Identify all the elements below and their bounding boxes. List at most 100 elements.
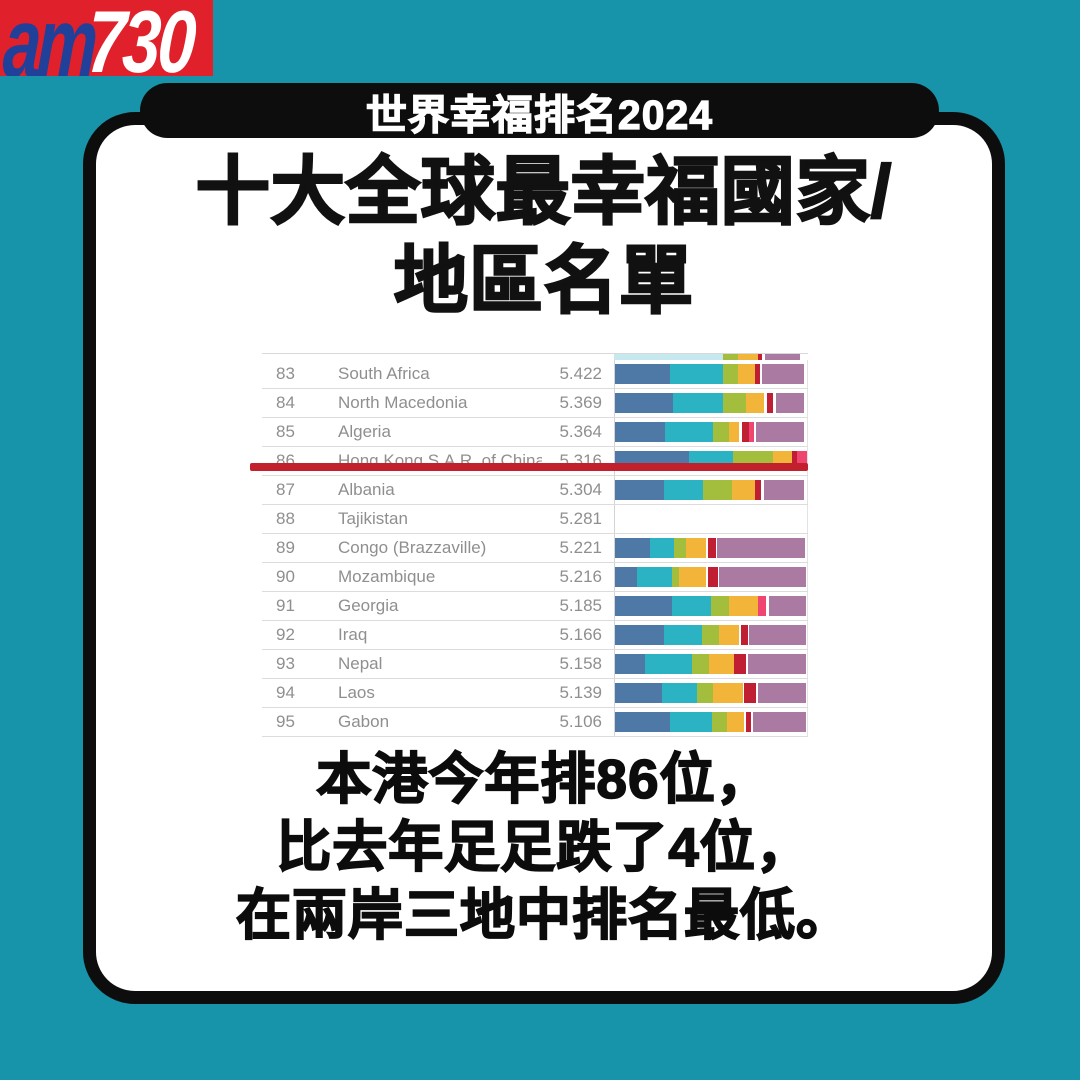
score-stacked-bar: [615, 683, 807, 703]
score-bar-cell: [614, 389, 808, 417]
score-cell: 5.364: [559, 422, 602, 441]
bar-segment-teal: [669, 712, 712, 732]
am730-logo-am-text: am: [1, 0, 97, 76]
rank-cell: 93: [276, 654, 295, 673]
bar-segment-pink: [796, 451, 807, 471]
bar-segment-green: [701, 625, 720, 645]
bar-segment-blue: [615, 625, 664, 645]
bar-segment-pink: [749, 422, 755, 442]
score-cell: 5.139: [559, 683, 602, 702]
page-title: 十大全球最幸福國家/ 地區名單: [96, 148, 992, 326]
country-cell: Mozambique: [338, 567, 436, 586]
bar-segment-blue: [615, 480, 664, 500]
rank-cell: 83: [276, 364, 295, 383]
bar-segment-blue: [615, 596, 672, 616]
score-bar-cell: [614, 592, 808, 620]
score-bar-cell: [614, 650, 808, 678]
bar-segment-green: [691, 654, 710, 674]
score-bar-cell: [614, 418, 808, 446]
score-stacked-bar: [615, 567, 807, 587]
bar-segment-yellow: [678, 567, 707, 587]
hong-kong-highlight-underline: [250, 463, 808, 471]
country-cell: Gabon: [338, 712, 390, 731]
summary-line3: 在兩岸三地中排名最低。: [235, 884, 852, 948]
bar-segment-green: [671, 567, 679, 587]
bar-segment-green: [702, 480, 733, 500]
bar-segment-red: [742, 422, 750, 442]
score-stacked-bar: [615, 596, 807, 616]
bar-segment-blue: [615, 422, 665, 442]
rank-cell: 88: [276, 509, 295, 528]
score-cell: 5.422: [559, 364, 602, 383]
bar-segment-yellow: [728, 422, 739, 442]
bar-segment-blue: [615, 567, 637, 587]
bar-segment-red: [755, 480, 762, 500]
bar-segment-green: [711, 712, 727, 732]
bar-segment-mauve: [757, 683, 806, 703]
score-cell: 5.185: [559, 596, 602, 615]
bar-segment-teal: [669, 364, 724, 384]
bar-segment-red: [708, 538, 717, 558]
bar-segment-red: [744, 683, 757, 703]
table-row: 83 South Africa 5.422: [262, 360, 808, 389]
bar-segment-green: [696, 683, 714, 703]
rank-cell: 87: [276, 480, 295, 499]
bar-segment-blue: [615, 538, 650, 558]
rank-cell: 92: [276, 625, 295, 644]
page-title-line1: 十大全球最幸福國家/: [195, 149, 893, 234]
bar-segment-blue: [615, 364, 670, 384]
table-row-highlighted: 86 Hong Kong S.A.R. of China 5.316: [262, 447, 808, 476]
country-cell: Iraq: [338, 625, 368, 644]
rank-cell: 85: [276, 422, 295, 441]
country-cell: North Macedonia: [338, 393, 468, 412]
bar-segment-teal: [649, 538, 674, 558]
bar-segment-mauve: [753, 712, 806, 732]
table-row: 87 Albania 5.304: [262, 476, 808, 505]
country-cell: South Africa: [338, 364, 430, 383]
partial-top-row: [262, 354, 808, 360]
bar-segment-red: [708, 567, 719, 587]
score-bar-cell: [614, 505, 808, 533]
bar-segment-yellow: [732, 480, 756, 500]
table-row: 89 Congo (Brazzaville) 5.221: [262, 534, 808, 563]
score-bar-cell: [614, 360, 808, 388]
table-row: 92 Iraq 5.166: [262, 621, 808, 650]
score-bar-cell: [614, 708, 808, 736]
score-bar-cell: [614, 563, 808, 591]
rank-cell: 90: [276, 567, 295, 586]
country-cell: Congo (Brazzaville): [338, 538, 487, 557]
summary-line2: 比去年足足跌了4位，: [275, 815, 812, 879]
bar-segment-red: [741, 625, 749, 645]
score-bar-cell: [614, 621, 808, 649]
rank-cell: 84: [276, 393, 295, 412]
bar-segment-blue: [615, 712, 670, 732]
score-stacked-bar: [615, 393, 807, 413]
bar-segment-green: [712, 422, 729, 442]
bar-segment-mauve: [717, 538, 805, 558]
bar-segment-green: [711, 596, 730, 616]
bar-segment-blue: [615, 654, 645, 674]
page-title-line2: 地區名單: [393, 238, 694, 323]
score-cell: 5.166: [559, 625, 602, 644]
partial-top-bar: [614, 354, 808, 360]
table-row: 84 North Macedonia 5.369: [262, 389, 808, 418]
table-row: 85 Algeria 5.364: [262, 418, 808, 447]
score-stacked-bar: [615, 480, 807, 500]
country-cell: Algeria: [338, 422, 391, 441]
table-row: 93 Nepal 5.158: [262, 650, 808, 679]
score-stacked-bar: [615, 625, 807, 645]
score-stacked-bar: [615, 364, 807, 384]
bar-segment-red: [791, 451, 797, 471]
country-cell: Laos: [338, 683, 375, 702]
bar-segment-mauve: [763, 480, 804, 500]
score-stacked-bar: [615, 509, 807, 529]
bar-segment-mauve: [719, 567, 806, 587]
bar-segment-blue: [615, 393, 673, 413]
bar-segment-green: [723, 364, 739, 384]
bar-segment-yellow: [729, 596, 758, 616]
bar-segment-yellow: [713, 683, 744, 703]
bar-segment-mauve: [765, 354, 801, 360]
country-cell: Tajikistan: [338, 509, 408, 528]
bar-segment-yellow: [738, 354, 758, 360]
